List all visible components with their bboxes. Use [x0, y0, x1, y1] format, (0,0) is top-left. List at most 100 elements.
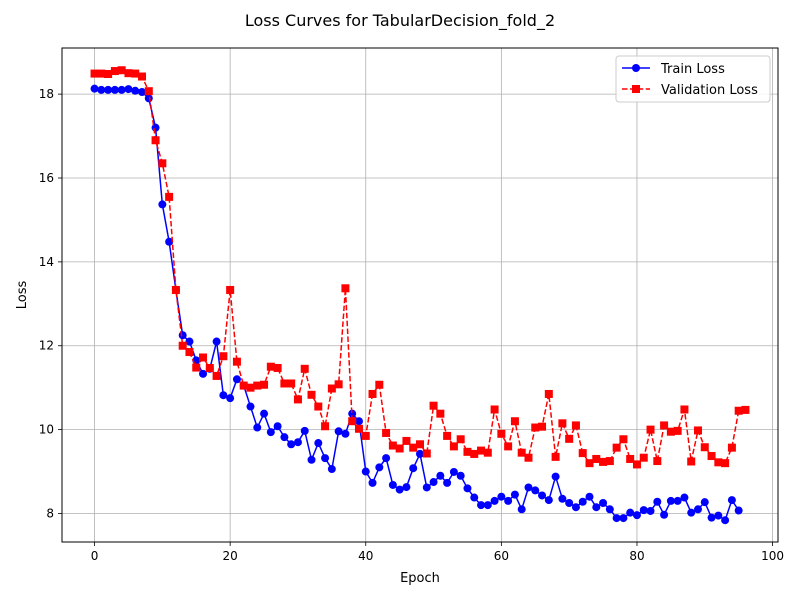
x-tick-label: 0 — [91, 549, 99, 563]
validation-loss-point — [707, 452, 716, 461]
validation-loss-point — [463, 447, 472, 456]
y-tick-label: 10 — [39, 423, 54, 437]
train-loss-point — [721, 516, 730, 525]
validation-loss-point — [341, 284, 350, 293]
train-loss-point — [612, 514, 621, 523]
train-loss-point — [666, 496, 675, 505]
ticks: 0 20 40 60 80 100 8 10 12 14 16 18 — [39, 87, 784, 563]
train-loss-point — [334, 427, 343, 436]
validation-loss-point — [571, 421, 580, 430]
train-loss-point — [599, 499, 608, 507]
validation-loss-point — [605, 457, 614, 466]
train-loss-point — [605, 505, 614, 514]
validation-loss-point — [436, 409, 445, 418]
validation-loss-point — [456, 435, 465, 444]
train-loss-point — [558, 494, 567, 503]
train-loss-point — [429, 478, 438, 487]
train-loss-point — [470, 493, 479, 502]
validation-loss-point — [734, 406, 743, 415]
validation-loss-point — [124, 69, 133, 78]
validation-loss-point — [477, 446, 486, 455]
train-loss-point — [138, 88, 147, 97]
train-loss-point — [707, 513, 716, 522]
validation-loss-point — [578, 449, 587, 458]
validation-loss-point — [90, 69, 99, 78]
y-axis-label: Loss — [15, 281, 30, 310]
train-loss-point — [395, 485, 404, 494]
train-loss-point — [714, 511, 723, 520]
validation-loss-point — [524, 453, 533, 462]
validation-loss-point — [504, 442, 513, 451]
validation-loss-point — [354, 424, 363, 433]
train-loss-point — [646, 506, 655, 515]
train-loss-point — [219, 391, 228, 400]
train-loss-point — [578, 497, 587, 506]
validation-loss-point — [388, 441, 397, 450]
train-loss-point — [348, 409, 357, 418]
train-loss-point — [212, 337, 221, 346]
validation-loss-point — [653, 457, 662, 466]
train-loss-point — [660, 510, 669, 519]
validation-loss-point — [205, 363, 214, 372]
train-loss-point — [517, 505, 526, 514]
train-loss-point — [653, 497, 662, 506]
validation-loss-point — [287, 379, 296, 388]
x-tick-label: 40 — [358, 549, 373, 563]
x-tick-label: 80 — [629, 549, 644, 563]
train-loss-point — [687, 508, 696, 517]
validation-loss-point — [307, 390, 316, 399]
train-loss-point — [524, 483, 533, 492]
x-axis-label: Epoch — [400, 571, 440, 586]
train-loss-point — [463, 484, 472, 493]
validation-loss-point — [327, 384, 336, 393]
validation-loss-point — [531, 423, 540, 432]
validation-loss-point — [151, 136, 160, 145]
validation-loss-series — [90, 66, 750, 469]
validation-loss-point — [402, 436, 411, 445]
train-loss-point — [117, 85, 126, 94]
validation-loss-point — [158, 159, 167, 168]
train-loss-point — [307, 455, 316, 464]
y-tick-label: 14 — [39, 255, 54, 269]
validation-loss-point — [131, 69, 140, 78]
validation-loss-point — [714, 458, 723, 467]
train-loss-point — [490, 496, 499, 505]
train-loss-point — [497, 492, 506, 501]
train-loss-point — [504, 496, 513, 505]
validation-loss-point — [314, 402, 323, 411]
validation-loss-point — [382, 428, 391, 437]
plot-frame — [61, 47, 779, 543]
validation-loss-point — [246, 383, 255, 392]
validation-loss-point — [619, 435, 628, 444]
train-loss-point — [443, 478, 452, 487]
validation-loss-point — [239, 381, 248, 390]
validation-loss-point — [253, 381, 262, 390]
train-loss-point — [700, 498, 709, 507]
legend-box — [615, 55, 771, 103]
train-loss-point — [90, 84, 99, 93]
train-loss-point — [409, 464, 418, 473]
validation-loss-point — [321, 422, 330, 431]
validation-loss-point — [110, 67, 119, 76]
validation-loss-point — [592, 454, 601, 463]
validation-loss-point — [673, 426, 682, 435]
validation-loss-point — [687, 457, 696, 466]
validation-loss-point — [700, 443, 709, 452]
y-tick-label: 12 — [39, 339, 54, 353]
validation-loss-point — [334, 380, 343, 389]
train-loss-point — [544, 496, 553, 505]
validation-loss-point — [538, 422, 547, 431]
validation-loss-point — [632, 460, 641, 469]
validation-loss-point — [544, 389, 553, 398]
validation-loss-point — [171, 285, 180, 294]
train-loss-point — [287, 440, 296, 449]
series-layer — [90, 66, 750, 525]
validation-loss-point — [104, 70, 113, 78]
validation-loss-point — [558, 419, 567, 428]
train-loss-legend-label: Train Loss — [660, 62, 725, 77]
validation-loss-point — [368, 389, 377, 398]
train-loss-point — [402, 483, 411, 492]
validation-loss-point — [612, 443, 621, 452]
validation-loss-legend-label: Validation Loss — [661, 83, 758, 98]
train-loss-point — [110, 85, 119, 94]
